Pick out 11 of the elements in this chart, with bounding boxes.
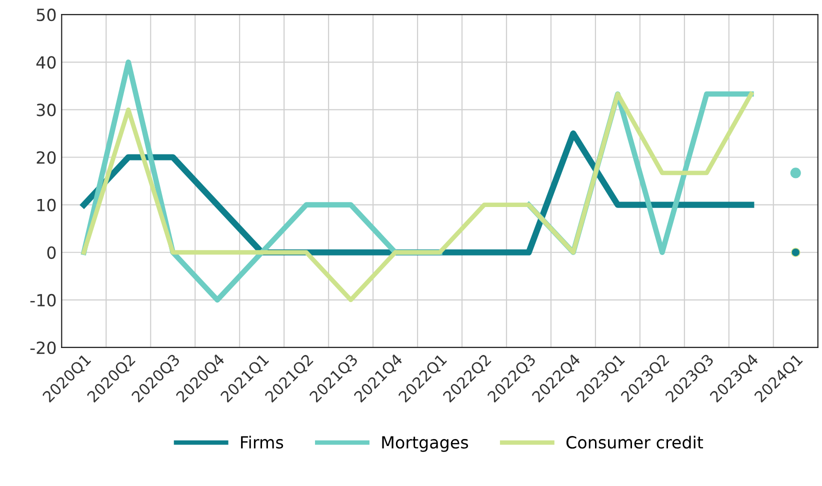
y-tick-label: 20 xyxy=(36,151,56,164)
y-tick-label: 40 xyxy=(36,56,56,69)
y-tick-label: 10 xyxy=(37,198,56,212)
legend-label: Consumer credit xyxy=(566,436,704,449)
legend-label: Firms xyxy=(241,436,284,449)
y-tick-label: -10 xyxy=(30,294,56,306)
y-tick-label: 50 xyxy=(36,8,56,22)
y-tick-label: 0 xyxy=(47,246,56,259)
y-tick-label: -20 xyxy=(30,341,56,354)
legend-label: Mortgages xyxy=(382,436,468,452)
y-tick-label: 30 xyxy=(36,104,56,116)
